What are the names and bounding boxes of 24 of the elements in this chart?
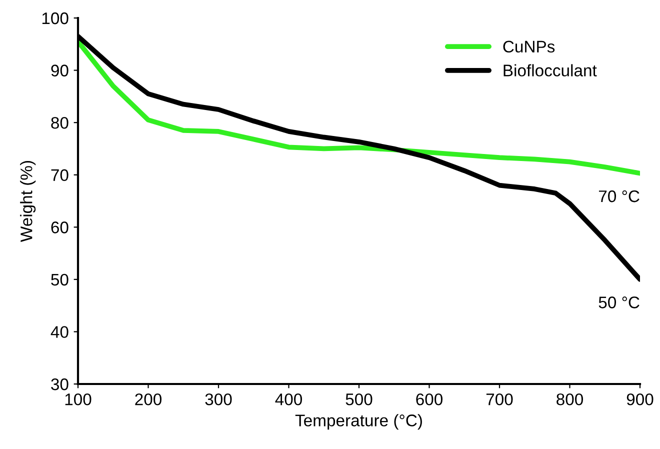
x-tick-label: 100	[65, 393, 92, 406]
x-axis-title: Temperature (°C)	[295, 414, 422, 430]
legend-label: CuNPs	[503, 40, 555, 53]
y-tick-label: 70	[51, 169, 68, 182]
x-tick-label: 700	[486, 393, 513, 406]
y-tick-label: 90	[51, 64, 68, 76]
x-tick-label: 200	[135, 393, 162, 406]
y-axis-title: Weight (%)	[20, 160, 36, 242]
x-tick-label: 800	[556, 393, 584, 406]
annotation: 50 °C	[598, 296, 640, 308]
x-tick-label: 500	[346, 393, 372, 406]
x-tick-label: 300	[205, 393, 232, 406]
x-tick-label: 400	[275, 393, 302, 406]
x-tick-label: 900	[626, 393, 654, 406]
line-series	[78, 39, 640, 176]
y-tick-label: 100	[42, 12, 68, 24]
annotation: 70 °C	[598, 190, 640, 202]
y-tick-label: 30	[51, 378, 68, 390]
legend-label: Bioflocculant	[504, 64, 597, 76]
x-tick-label: 600	[416, 393, 443, 406]
y-tick-label: 40	[50, 326, 68, 338]
y-tick-label: 60	[51, 222, 68, 234]
y-tick-label: 50	[51, 274, 68, 286]
y-tick-label: 80	[51, 116, 68, 129]
